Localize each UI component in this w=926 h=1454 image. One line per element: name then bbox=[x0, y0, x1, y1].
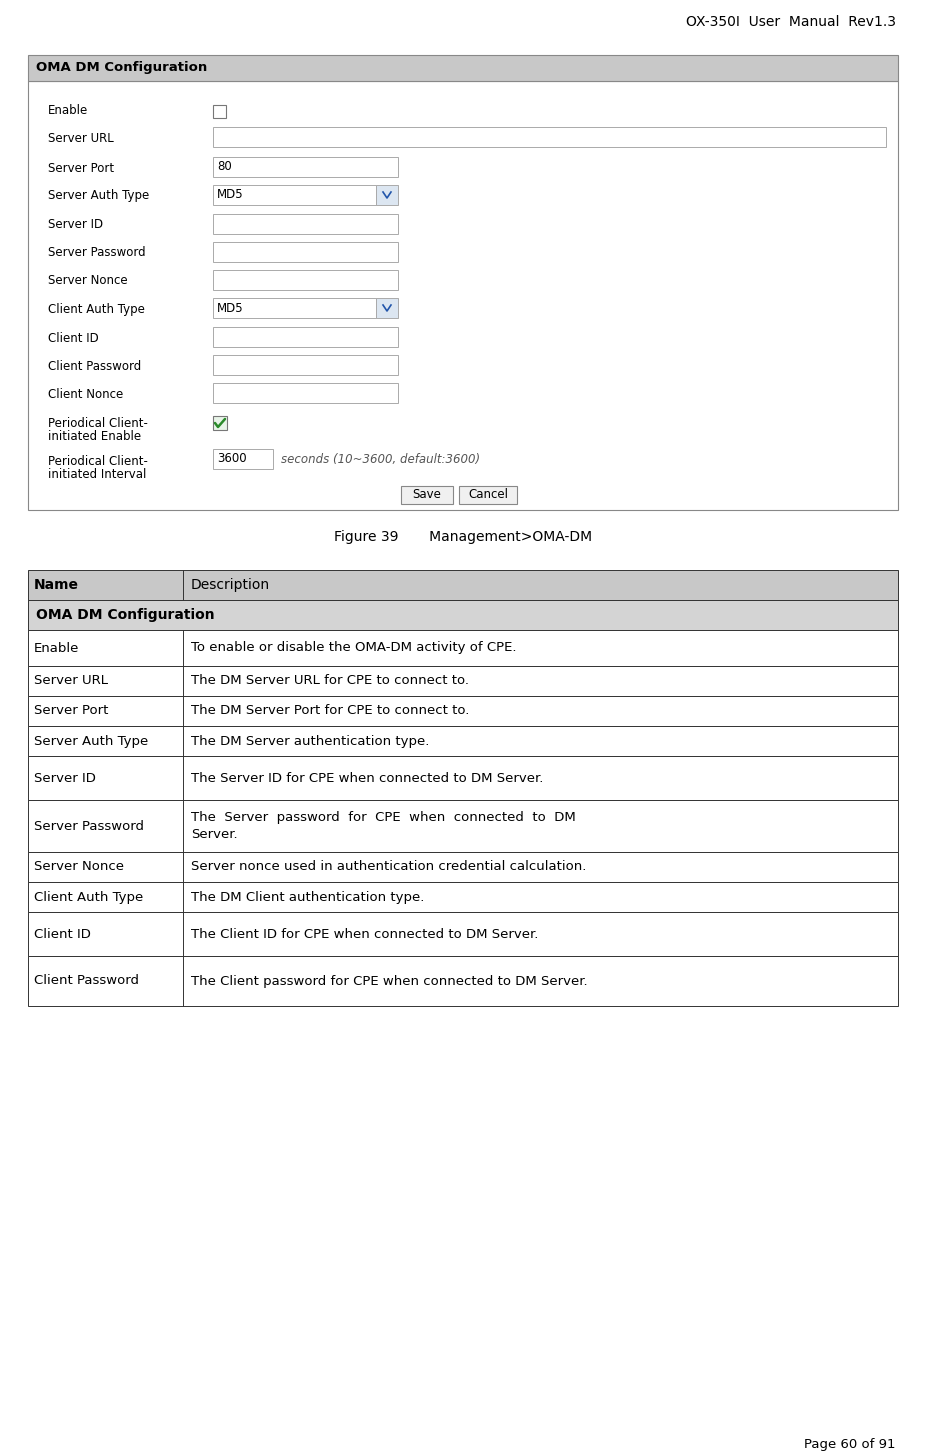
Bar bbox=[213, 298, 376, 318]
Text: Enable: Enable bbox=[34, 641, 80, 654]
Bar bbox=[213, 327, 398, 348]
Text: Enable: Enable bbox=[48, 103, 88, 116]
Bar bbox=[213, 382, 398, 403]
Text: OMA DM Configuration: OMA DM Configuration bbox=[36, 61, 207, 74]
Bar bbox=[28, 81, 898, 510]
Bar bbox=[213, 416, 227, 430]
Text: Server Auth Type: Server Auth Type bbox=[48, 189, 149, 202]
Bar bbox=[376, 298, 398, 318]
Text: Periodical Client-: Periodical Client- bbox=[48, 417, 148, 430]
Text: The DM Server authentication type.: The DM Server authentication type. bbox=[191, 734, 430, 747]
Bar bbox=[28, 55, 898, 81]
Bar bbox=[459, 486, 517, 505]
Text: Server Auth Type: Server Auth Type bbox=[34, 734, 148, 747]
Text: seconds (10~3600, default:3600): seconds (10~3600, default:3600) bbox=[281, 452, 480, 465]
Text: 3600: 3600 bbox=[217, 452, 246, 465]
Text: initiated Interval: initiated Interval bbox=[48, 468, 146, 481]
Text: Cancel: Cancel bbox=[468, 489, 508, 502]
Text: Client ID: Client ID bbox=[34, 928, 91, 941]
Text: Client Nonce: Client Nonce bbox=[48, 388, 123, 400]
Text: MD5: MD5 bbox=[217, 301, 244, 314]
Bar bbox=[213, 449, 273, 470]
Bar bbox=[28, 630, 898, 666]
Text: OX-350I  User  Manual  Rev1.3: OX-350I User Manual Rev1.3 bbox=[686, 15, 896, 29]
Text: Client Auth Type: Client Auth Type bbox=[48, 302, 144, 316]
Bar bbox=[213, 241, 398, 262]
Text: The Server ID for CPE when connected to DM Server.: The Server ID for CPE when connected to … bbox=[191, 772, 544, 785]
Text: Server Password: Server Password bbox=[34, 820, 144, 833]
Text: Server URL: Server URL bbox=[34, 675, 108, 688]
Text: Name: Name bbox=[34, 579, 79, 592]
Text: Client Password: Client Password bbox=[48, 359, 142, 372]
Text: The DM Server Port for CPE to connect to.: The DM Server Port for CPE to connect to… bbox=[191, 705, 469, 717]
Bar bbox=[28, 726, 898, 756]
Text: Page 60 of 91: Page 60 of 91 bbox=[805, 1438, 896, 1451]
Bar bbox=[28, 800, 898, 852]
Text: Server Nonce: Server Nonce bbox=[34, 861, 124, 874]
Text: Client Auth Type: Client Auth Type bbox=[34, 890, 144, 903]
Bar bbox=[28, 955, 898, 1006]
Bar bbox=[213, 126, 886, 147]
Bar bbox=[28, 756, 898, 800]
Text: The Client password for CPE when connected to DM Server.: The Client password for CPE when connect… bbox=[191, 974, 588, 987]
Text: Server.: Server. bbox=[191, 827, 238, 840]
Bar bbox=[28, 570, 898, 601]
Text: Server Password: Server Password bbox=[48, 247, 145, 259]
Bar bbox=[213, 185, 376, 205]
Bar bbox=[28, 601, 898, 630]
Text: Server ID: Server ID bbox=[48, 218, 103, 231]
Bar bbox=[213, 355, 398, 375]
Text: Server nonce used in authentication credential calculation.: Server nonce used in authentication cred… bbox=[191, 861, 586, 874]
Text: MD5: MD5 bbox=[217, 189, 244, 202]
Bar bbox=[401, 486, 453, 505]
Bar bbox=[213, 105, 226, 118]
Text: Client Password: Client Password bbox=[34, 974, 139, 987]
Bar bbox=[213, 270, 398, 289]
Text: 80: 80 bbox=[217, 160, 232, 173]
Text: Server URL: Server URL bbox=[48, 131, 114, 144]
Text: Server Port: Server Port bbox=[34, 705, 108, 717]
Bar bbox=[213, 157, 398, 177]
Text: Description: Description bbox=[191, 579, 270, 592]
Text: The DM Client authentication type.: The DM Client authentication type. bbox=[191, 890, 424, 903]
Bar bbox=[213, 214, 398, 234]
Text: Figure 39       Management>OMA-DM: Figure 39 Management>OMA-DM bbox=[334, 531, 592, 544]
Text: The DM Server URL for CPE to connect to.: The DM Server URL for CPE to connect to. bbox=[191, 675, 469, 688]
Text: Periodical Client-: Periodical Client- bbox=[48, 455, 148, 468]
Bar bbox=[28, 852, 898, 883]
Text: To enable or disable the OMA-DM activity of CPE.: To enable or disable the OMA-DM activity… bbox=[191, 641, 517, 654]
Text: The Client ID for CPE when connected to DM Server.: The Client ID for CPE when connected to … bbox=[191, 928, 538, 941]
Text: Server Port: Server Port bbox=[48, 161, 114, 174]
Bar bbox=[28, 883, 898, 912]
Text: The  Server  password  for  CPE  when  connected  to  DM: The Server password for CPE when connect… bbox=[191, 811, 576, 824]
Bar bbox=[376, 185, 398, 205]
Text: Save: Save bbox=[413, 489, 442, 502]
Text: Server ID: Server ID bbox=[34, 772, 96, 785]
Text: Client ID: Client ID bbox=[48, 332, 99, 345]
Bar bbox=[28, 696, 898, 726]
Bar bbox=[28, 912, 898, 955]
Text: OMA DM Configuration: OMA DM Configuration bbox=[36, 608, 215, 622]
Bar bbox=[28, 666, 898, 696]
Text: Server Nonce: Server Nonce bbox=[48, 275, 128, 288]
Text: initiated Enable: initiated Enable bbox=[48, 430, 141, 443]
